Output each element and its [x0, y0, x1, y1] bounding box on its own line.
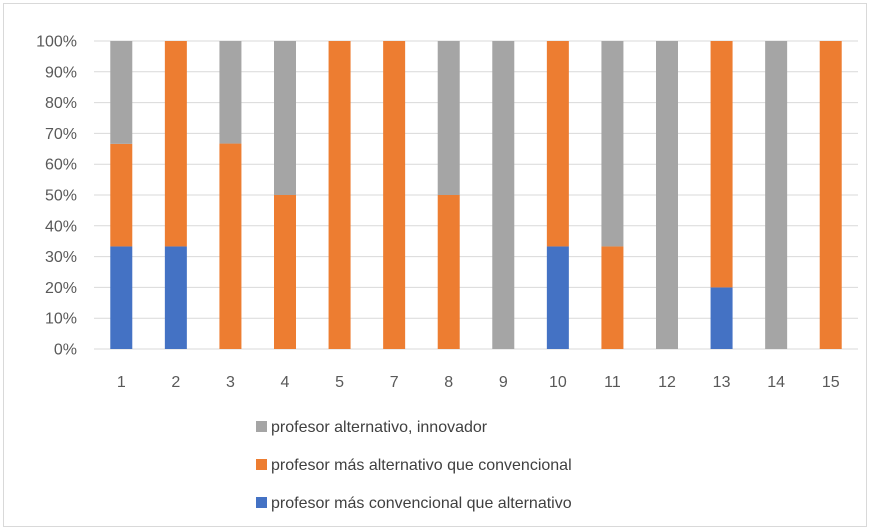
y-tick-label: 30%	[45, 249, 77, 266]
y-tick-label: 70%	[45, 126, 77, 143]
bar-segment-5-series-2	[328, 41, 351, 349]
legend-label: profesor más alternativo que convenciona…	[271, 457, 572, 474]
y-tick-label: 60%	[45, 157, 77, 174]
bar-segment-8-series-2	[437, 195, 460, 349]
bar-segment-7-series-2	[383, 41, 406, 349]
x-tick-label: 10	[549, 374, 567, 391]
bar-segment-13-series-2	[710, 41, 733, 288]
y-tick-label: 80%	[45, 95, 77, 112]
x-tick-label: 8	[444, 374, 453, 391]
y-axis-tick-labels: 0% 10% 20% 30% 40% 50% 60% 70% 80% 90% 100%	[36, 34, 77, 359]
y-tick-label: 100%	[36, 34, 77, 51]
legend: profesor alternativo, innovador profesor …	[256, 419, 572, 512]
x-tick-label: 1	[117, 374, 126, 391]
bar-segment-11-series-3	[601, 41, 624, 247]
y-tick-label: 20%	[45, 280, 77, 297]
bar-segment-1-series-3	[110, 41, 133, 144]
bar-segment-12-series-3	[656, 41, 678, 349]
x-tick-label: 13	[713, 374, 731, 391]
bar-segment-3-series-3	[219, 41, 242, 144]
x-tick-label: 4	[281, 374, 290, 391]
bar-segment-1-series-1	[110, 246, 133, 349]
bar-segment-1-series-2	[110, 143, 133, 247]
bar-segment-3-series-2	[219, 143, 242, 349]
bar-segment-15-series-2	[819, 41, 842, 349]
x-tick-label: 12	[658, 374, 676, 391]
x-tick-label: 15	[822, 374, 840, 391]
bar-segment-14-series-3	[765, 41, 788, 349]
x-tick-label: 2	[171, 374, 180, 391]
bar-segment-10-series-2	[546, 41, 569, 247]
bar-segment-4-series-2	[274, 195, 296, 349]
x-tick-label: 3	[226, 374, 235, 391]
bar-segment-11-series-2	[601, 246, 624, 349]
gridlines	[94, 40, 858, 350]
y-tick-label: 90%	[45, 64, 77, 81]
y-tick-label: 40%	[45, 218, 77, 235]
bar-segment-2-series-1	[164, 246, 187, 349]
x-axis-tick-labels: 1 2 3 4 5 7 8 9 10 11 12 13 14 15	[117, 374, 840, 391]
bars	[110, 41, 842, 349]
y-tick-label: 50%	[45, 188, 77, 205]
x-tick-label: 9	[499, 374, 508, 391]
y-tick-label: 10%	[45, 311, 77, 328]
x-tick-label: 14	[767, 374, 785, 391]
x-tick-label: 7	[390, 374, 399, 391]
x-tick-label: 11	[604, 374, 621, 391]
legend-swatch	[256, 497, 267, 508]
legend-swatch	[256, 459, 267, 470]
y-tick-label: 0%	[54, 342, 77, 359]
bar-segment-2-series-2	[164, 41, 187, 247]
bar-segment-8-series-3	[437, 41, 460, 195]
bar-segment-10-series-1	[546, 246, 569, 349]
legend-label: profesor más convencional que alternativ…	[271, 495, 572, 512]
bar-segment-13-series-1	[710, 287, 733, 349]
x-tick-label: 5	[335, 374, 344, 391]
bar-segment-9-series-3	[492, 41, 515, 349]
legend-swatch	[256, 421, 267, 432]
legend-label: profesor alternativo, innovador	[271, 419, 488, 436]
bar-segment-4-series-3	[274, 41, 296, 195]
